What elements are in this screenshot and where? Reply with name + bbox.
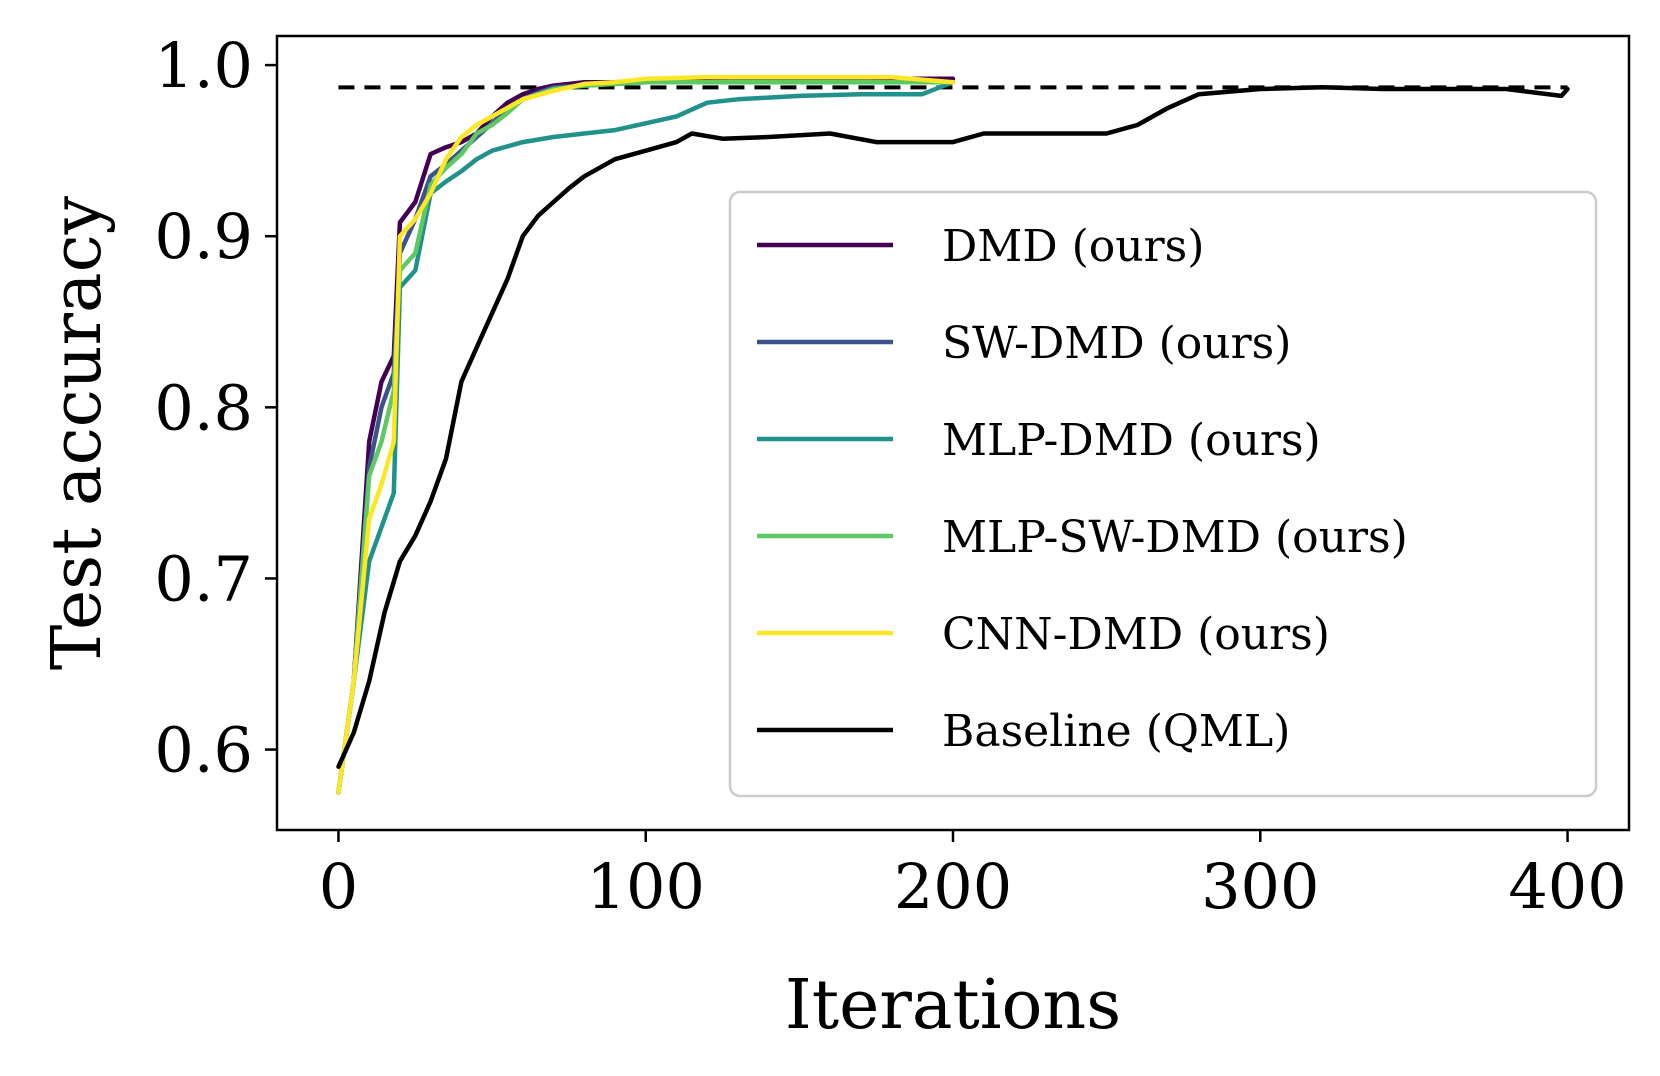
x-tick-label: 400 [1508,850,1626,923]
y-axis-title: Test accuracy [38,195,117,670]
x-tick-label: 0 [319,850,358,923]
y-tick-label: 0.7 [154,542,253,615]
y-tick-label: 0.9 [154,200,253,273]
x-tick-label: 200 [894,850,1012,923]
legend-label: MLP-DMD (ours) [942,415,1321,466]
x-tick-label: 300 [1201,850,1319,923]
y-axis-ticks: 0.6 0.7 0.8 0.9 1.0 [154,29,277,787]
legend: DMD (ours) SW-DMD (ours) MLP-DMD (ours) MLP… [728,190,1598,798]
legend-label: DMD (ours) [942,221,1204,272]
y-tick-label: 0.8 [154,371,253,444]
y-tick-label: 0.6 [154,714,253,787]
series-line-4 [336,79,956,795]
x-tick-label: 100 [587,850,705,923]
legend-label: MLP-SW-DMD (ours) [942,512,1408,563]
series-line-5 [336,74,956,795]
legend-label: Baseline (QML) [942,706,1290,757]
legend-label: SW-DMD (ours) [942,318,1291,369]
legend-label: CNN-DMD (ours) [942,609,1330,660]
x-axis-title: Iterations [785,966,1121,1045]
series-line-3 [336,79,956,795]
series-line-6 [336,85,1570,769]
x-axis-ticks: 0 100 200 300 400 [319,830,1627,923]
legend-box [728,190,1598,798]
plot-area [336,74,1570,795]
y-tick-label: 1.0 [154,29,253,102]
